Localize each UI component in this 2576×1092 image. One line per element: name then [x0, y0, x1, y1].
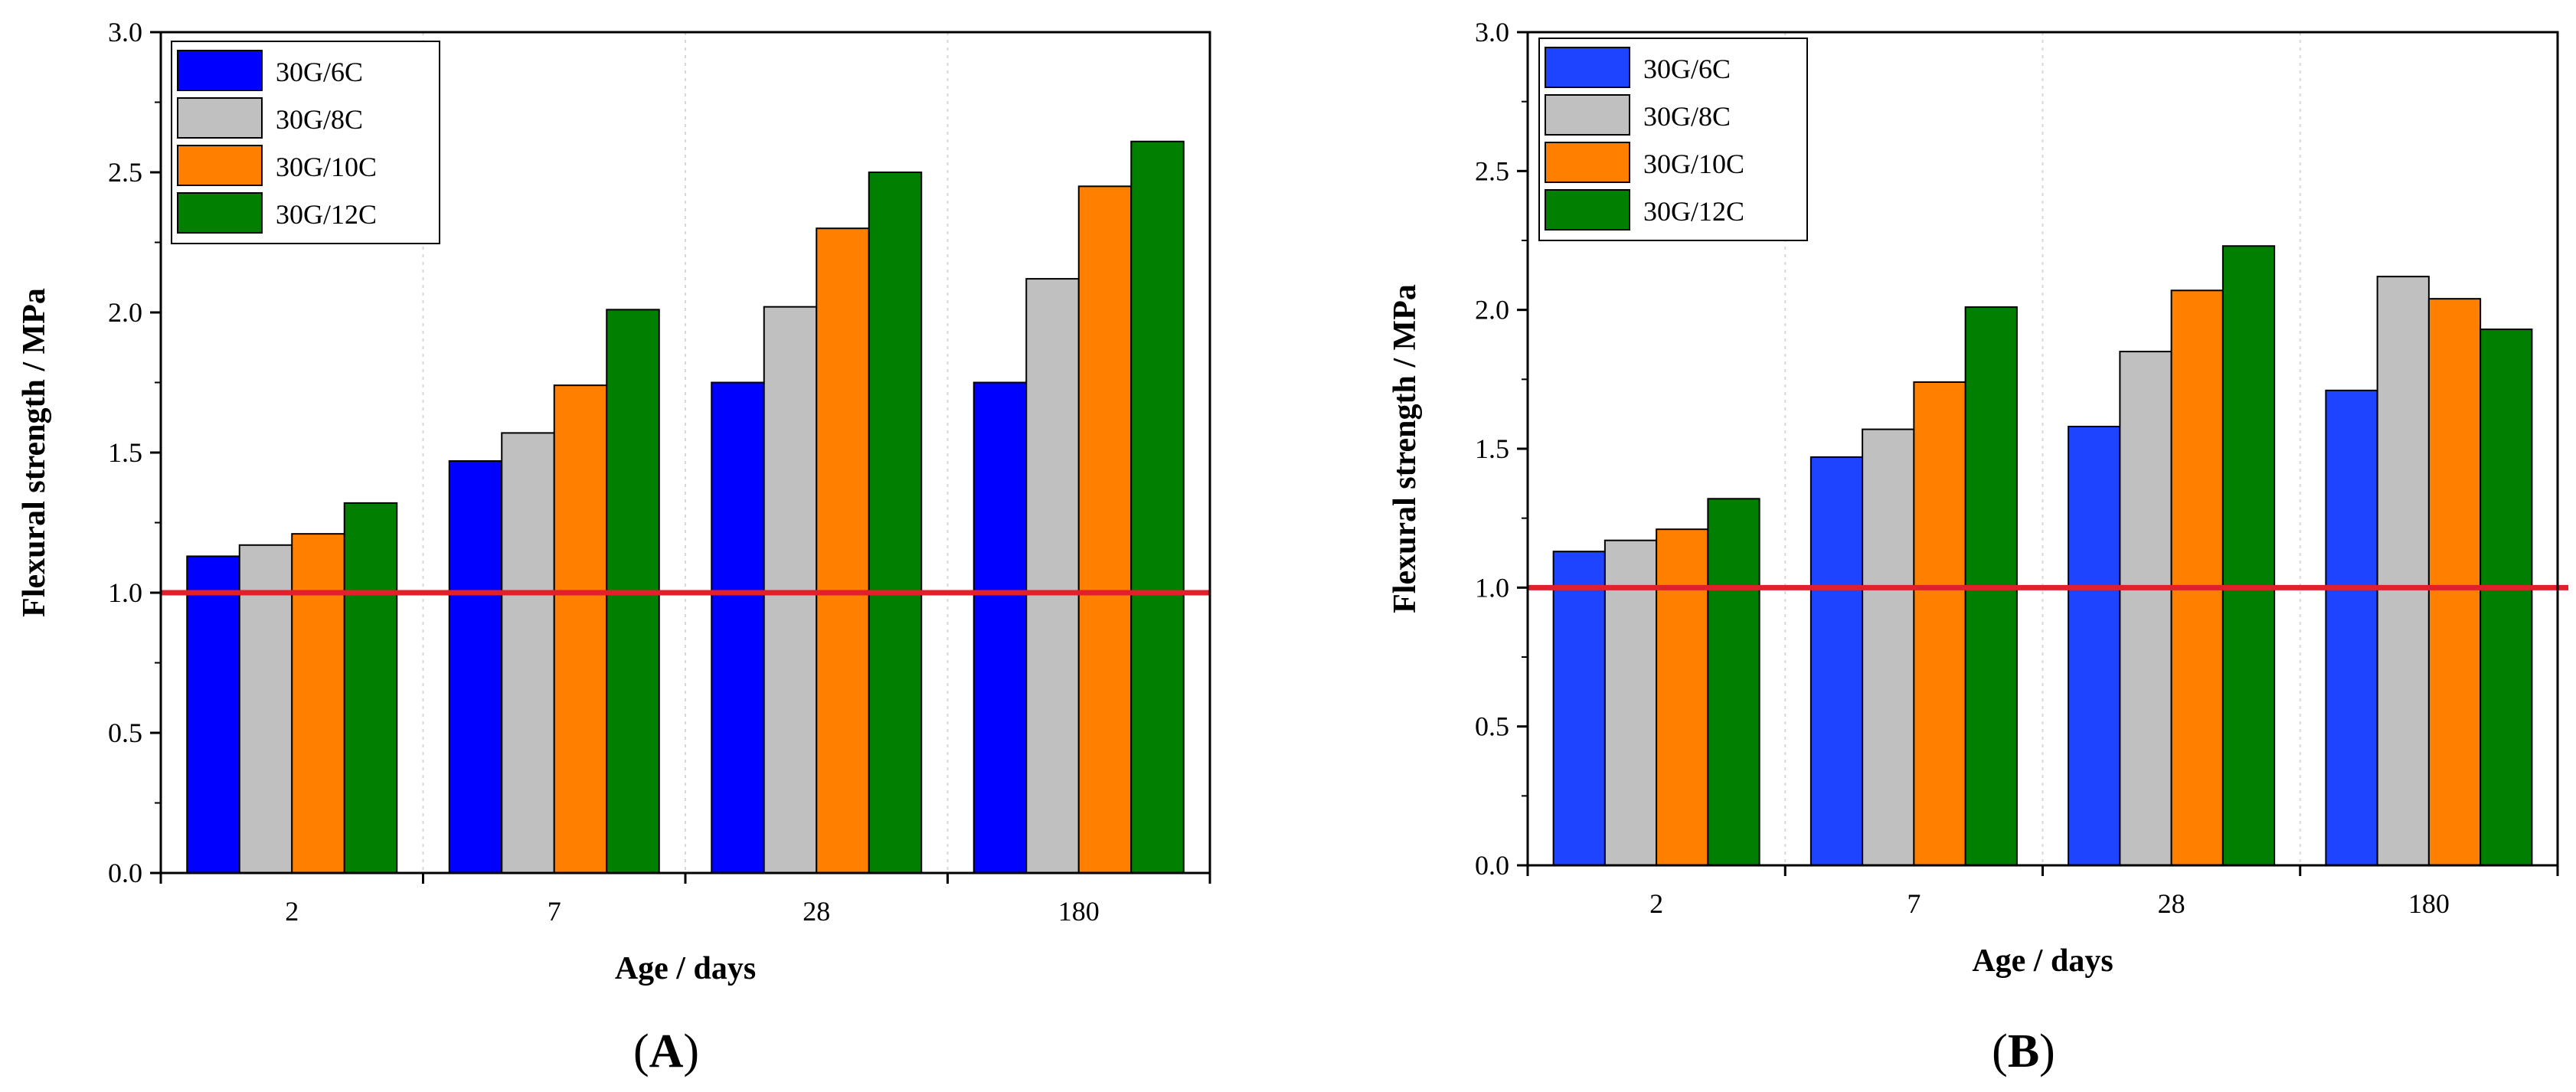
- y-tick-label: 3.0: [108, 17, 142, 47]
- legend-label: 30G/8C: [276, 104, 363, 135]
- x-tick-label: 28: [2158, 888, 2185, 919]
- legend-swatch: [1545, 94, 1630, 136]
- x-tick-label: 7: [1907, 888, 1921, 919]
- legend: 30G/6C 30G/8C 30G/10C 30G/12C: [171, 41, 440, 244]
- y-axis-title: Flexural strength / MPa: [17, 288, 52, 617]
- bar-30g-8c-2: [1603, 539, 1658, 866]
- bar-30g-12c-28: [2221, 245, 2276, 866]
- x-axis-title: Age / days: [615, 951, 756, 986]
- bar-30g-10c-2: [291, 533, 345, 874]
- y-tick-label: 0.0: [1475, 850, 1509, 881]
- y-tick-label: 0.5: [108, 718, 142, 748]
- x-tick-label: 7: [548, 896, 561, 927]
- y-tick-label: 1.0: [108, 577, 142, 608]
- bar-30g-6c-7: [448, 459, 503, 874]
- bar-30g-10c-180: [2427, 298, 2482, 867]
- legend-label: 30G/10C: [1643, 149, 1744, 179]
- bar-30g-10c-7: [1913, 381, 1966, 866]
- x-tick-label: 180: [2408, 888, 2450, 919]
- chart-panel-b: 0.0 0.5 1.0 1.5 2.0 2.5 3.0 2 7 28 180 Flexural s…: [1388, 17, 2568, 1077]
- bar-30g-10c-28: [2170, 289, 2224, 866]
- y-tick-label: 1.5: [1475, 433, 1509, 464]
- x-tick-label: 28: [803, 896, 830, 927]
- bar-30g-12c-2: [343, 502, 398, 874]
- bar-30g-12c-180: [2480, 329, 2533, 866]
- y-tick-label: 2.5: [1475, 155, 1509, 186]
- legend-swatch: [1545, 142, 1630, 183]
- y-tick-label: 2.0: [1475, 295, 1509, 325]
- bar-30g-6c-7: [1809, 456, 1864, 866]
- panel-label: (B): [1992, 1025, 2055, 1077]
- legend-swatch: [177, 145, 263, 186]
- legend-swatch: [177, 50, 263, 91]
- legend-swatch: [1545, 47, 1630, 88]
- x-axis-title: Age / days: [1972, 943, 2113, 979]
- bar-30g-10c-180: [1077, 185, 1133, 875]
- bar-30g-6c-180: [2325, 389, 2378, 866]
- y-tick-label: 3.0: [1475, 17, 1509, 47]
- bar-30g-6c-2: [1552, 551, 1606, 866]
- bar-30g-8c-28: [2119, 351, 2172, 867]
- y-tick-label: 2.0: [108, 297, 142, 328]
- y-tick-label: 0.0: [108, 858, 142, 888]
- bar-30g-8c-7: [1862, 428, 1915, 866]
- bar-30g-10c-2: [1656, 528, 1709, 866]
- x-tick-label: 2: [1649, 888, 1663, 919]
- y-axis-title: Flexural strength / MPa: [1388, 284, 1423, 613]
- bar-30g-12c-2: [1707, 498, 1760, 867]
- legend-label: 30G/12C: [1643, 196, 1744, 227]
- legend-label: 30G/6C: [276, 57, 363, 87]
- legend-swatch: [177, 192, 263, 234]
- y-tick-label: 0.5: [1475, 711, 1509, 742]
- bar-30g-6c-2: [186, 555, 240, 874]
- bar-30g-8c-7: [501, 432, 555, 874]
- bar-30g-6c-28: [711, 381, 765, 874]
- legend: 30G/6C 30G/8C 30G/10C 30G/12C: [1538, 38, 1808, 241]
- legend-label: 30G/6C: [1643, 54, 1731, 84]
- x-tick-label: 180: [1058, 896, 1100, 927]
- y-tick-label: 1.5: [108, 437, 142, 468]
- panel-label: (A): [633, 1025, 699, 1077]
- x-tick-label: 2: [285, 896, 299, 927]
- bar-30g-12c-180: [1130, 140, 1185, 875]
- legend-label: 30G/10C: [276, 152, 377, 182]
- bar-30g-6c-28: [2068, 425, 2121, 866]
- legend-swatch: [1545, 189, 1630, 230]
- bar-30g-10c-28: [816, 227, 870, 874]
- bar-30g-8c-180: [2376, 276, 2430, 866]
- bar-30g-8c-28: [763, 306, 818, 874]
- y-tick-label: 1.0: [1475, 572, 1509, 603]
- legend-label: 30G/8C: [1643, 101, 1731, 132]
- panel-letter: A: [649, 1025, 684, 1077]
- bar-30g-6c-180: [973, 381, 1028, 874]
- legend-label: 30G/12C: [276, 199, 377, 230]
- chart-panel-a: 0.0 0.5 1.0 1.5 2.0 2.5 3.0 2 7 28 180 Flexural s…: [17, 17, 1211, 1077]
- legend-swatch: [177, 97, 263, 139]
- bar-30g-10c-7: [553, 384, 608, 875]
- y-tick-label: 2.5: [108, 157, 142, 188]
- bar-30g-12c-28: [868, 172, 923, 874]
- bar-30g-8c-180: [1025, 278, 1080, 874]
- panel-letter: B: [2008, 1025, 2039, 1077]
